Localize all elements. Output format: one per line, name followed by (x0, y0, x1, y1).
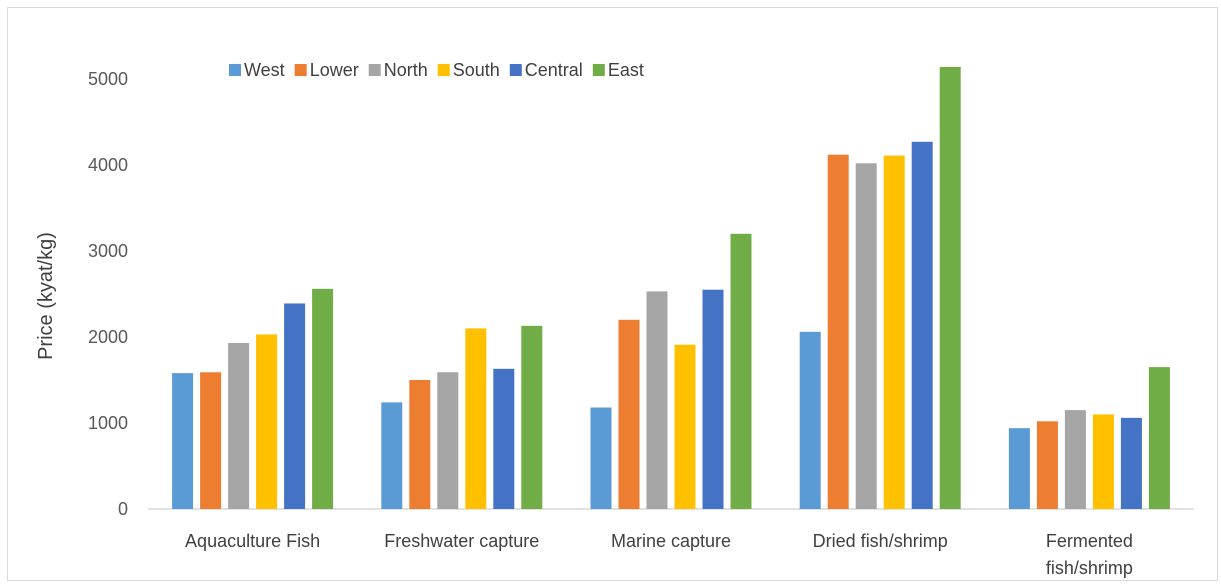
legend-swatch-south (437, 64, 450, 76)
bar-south (465, 328, 487, 509)
bar-central (493, 368, 515, 509)
legend-label: East (608, 60, 644, 80)
legend-swatch-north (368, 64, 381, 76)
bar-east (1148, 367, 1170, 509)
bar-north (228, 343, 250, 509)
y-tick-label: 4000 (88, 155, 128, 175)
bar-west (172, 373, 194, 509)
x-category-label: Dried fish/shrimp (813, 531, 948, 551)
bar-west (799, 331, 821, 509)
x-category-label: Fermented (1046, 531, 1133, 551)
legend-label: West (244, 60, 285, 80)
bar-east (939, 66, 961, 510)
bar-west (590, 407, 612, 509)
legend-label: South (453, 60, 500, 80)
legend-swatch-lower (294, 64, 307, 76)
legend-label: Lower (310, 60, 359, 80)
bar-lower (1036, 421, 1058, 509)
bar-north (1064, 410, 1086, 509)
x-category-label: Freshwater capture (384, 531, 539, 551)
bar-west (381, 402, 403, 509)
bar-lower (618, 319, 640, 509)
x-category-label: fish/shrimp (1046, 558, 1133, 578)
bar-east (312, 288, 334, 509)
bar-central (284, 303, 306, 509)
bar-central (702, 289, 724, 509)
y-tick-label: 0 (118, 499, 128, 519)
legend-label: North (384, 60, 428, 80)
bar-south (883, 155, 905, 510)
y-tick-label: 1000 (88, 413, 128, 433)
bar-south (1092, 414, 1114, 509)
bar-west (1008, 428, 1030, 509)
bar-central (1120, 417, 1142, 509)
bar-south (256, 334, 278, 509)
bar-south (674, 344, 696, 509)
y-axis-ticks: 0 1000 2000 3000 4000 5000 (88, 69, 128, 519)
x-category-label: Aquaculture Fish (185, 531, 320, 551)
bar-east (521, 325, 543, 509)
bar-lower (409, 380, 431, 509)
legend: West Lower North South Central East (229, 60, 644, 80)
legend-swatch-east (592, 64, 605, 76)
bar-north (855, 163, 877, 509)
bar-north (437, 372, 459, 509)
y-tick-label: 5000 (88, 69, 128, 89)
bar-north (646, 291, 668, 509)
bar-east (730, 233, 752, 510)
legend-label: Central (525, 60, 583, 80)
y-axis-title: Price (kyat/kg) (35, 232, 57, 360)
bar-lower (827, 154, 849, 509)
y-tick-label: 3000 (88, 241, 128, 261)
bars (172, 66, 1170, 510)
x-category-label: Marine capture (611, 531, 731, 551)
bar-lower (200, 372, 222, 509)
legend-swatch-central (509, 64, 522, 76)
y-tick-label: 2000 (88, 327, 128, 347)
x-axis-labels: Aquaculture Fish Freshwater capture Marine… (185, 531, 1133, 578)
legend-swatch-west (229, 64, 241, 76)
bar-central (911, 141, 933, 509)
